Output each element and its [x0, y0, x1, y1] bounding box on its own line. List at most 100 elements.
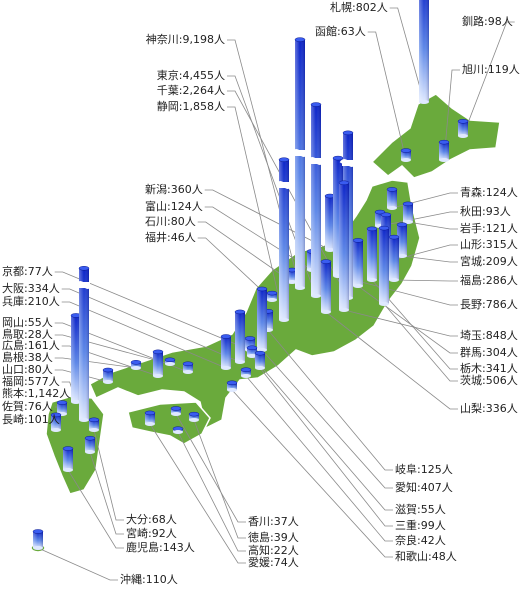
bar-cap: [386, 187, 398, 192]
prefecture-label: 福井:46人: [145, 230, 196, 244]
bar-shade: [227, 382, 237, 390]
leader-line: [367, 31, 407, 161]
bar-base: [389, 278, 399, 282]
prefecture-label: 徳島:39人: [248, 530, 299, 544]
bar-group: [226, 380, 238, 392]
bar-cap: [266, 290, 278, 296]
leader-line: [371, 279, 458, 370]
prefecture-label: 福島:286人: [460, 273, 518, 287]
bar-cap: [152, 349, 164, 355]
leader-line: [54, 334, 171, 365]
bar-shade: [458, 121, 468, 136]
bar-group: [307, 102, 325, 298]
prefecture-label: 佐賀:76人: [2, 399, 53, 413]
leader-line: [389, 7, 425, 103]
bar-base: [171, 412, 181, 416]
prefecture-label: 大分:68人: [126, 512, 177, 526]
bar-base: [183, 370, 193, 374]
bar-group: [400, 148, 412, 162]
bar-shade: [379, 228, 389, 304]
prefecture-label: 愛知:407人: [395, 480, 453, 494]
leader-line: [177, 431, 246, 552]
bar-cap: [62, 446, 74, 451]
shikoku: [127, 401, 211, 445]
prefecture-label: 熊本:1,142人: [2, 386, 70, 400]
leader-line: [443, 69, 460, 161]
prefecture-label: 高知:22人: [248, 543, 299, 557]
bar-shade: [375, 212, 385, 226]
bar-group: [457, 119, 469, 138]
prefecture-label: 岐阜:125人: [395, 463, 453, 476]
bar-base: [295, 286, 305, 290]
bar-cap: [342, 130, 354, 136]
prefecture-label: 滋賀:55人: [395, 503, 446, 516]
bar-base: [458, 134, 468, 138]
leader-line: [67, 469, 124, 549]
bar-shade: [145, 412, 155, 424]
bar-group: [84, 435, 96, 454]
bar-base: [89, 428, 99, 432]
bar-cap: [78, 266, 90, 271]
prefecture-label: 香川:37人: [248, 515, 299, 528]
prefecture-label: 岡山:55人: [2, 316, 53, 329]
prefecture-label: 函館:63人: [315, 25, 366, 38]
bar-shade: [33, 531, 43, 548]
bar-cap: [366, 226, 378, 232]
bar-shade: [387, 189, 397, 208]
prefecture-label: 兵庫:210人: [2, 294, 60, 308]
prefecture-label: 静岡:1,858人: [157, 99, 225, 113]
bar-shade: [367, 228, 377, 280]
bar-shade: [189, 414, 199, 420]
leader-line: [267, 329, 393, 471]
hokkaido: [370, 93, 501, 179]
bar-base: [287, 280, 297, 284]
bar-group: [320, 259, 332, 314]
bar-group: [170, 406, 182, 416]
leader-line: [227, 106, 285, 321]
bar-shade: [401, 150, 411, 160]
bar-shade: [241, 369, 251, 376]
prefecture-label: 広島:161人: [2, 338, 60, 352]
prefecture-label: 茨城:506人: [460, 374, 518, 387]
bar-group: [352, 238, 364, 288]
bar-cap: [130, 360, 142, 365]
bar-base: [221, 366, 231, 370]
leader-line: [197, 221, 293, 283]
bar-shade: [389, 237, 399, 280]
bar-group: [246, 345, 258, 358]
bar-base: [153, 374, 163, 378]
bar-group: [88, 417, 100, 432]
bar-shade: [183, 363, 193, 372]
bar-shade: [321, 261, 331, 312]
kyushu: [45, 395, 105, 495]
leader-line: [93, 429, 124, 521]
bar-cap: [244, 336, 256, 341]
leader-line: [193, 419, 246, 539]
bar-cap: [294, 37, 306, 42]
bar-group: [75, 266, 93, 422]
bar-base: [71, 400, 81, 404]
leader-line: [149, 423, 246, 564]
bar-group: [419, 0, 429, 104]
bar-group: [234, 309, 246, 364]
leader-line: [245, 375, 393, 542]
leader-line: [54, 322, 189, 373]
bar-base: [103, 380, 113, 384]
bar-shade: [353, 240, 363, 286]
bar-group: [254, 350, 266, 370]
bar-base: [85, 450, 95, 454]
bar-group: [286, 267, 298, 284]
bar-shade: [51, 414, 61, 430]
bar-shade: [79, 268, 89, 420]
leader-line: [337, 275, 458, 306]
leader-line: [251, 355, 393, 511]
bar-group: [266, 290, 278, 302]
bar-shade: [247, 347, 257, 356]
bar-cap: [438, 139, 450, 145]
bar-group: [291, 37, 309, 290]
bar-cap: [50, 412, 62, 418]
break-mark: [307, 157, 325, 165]
prefecture-label: 鹿児島:143人: [126, 540, 195, 554]
bar-group: [172, 426, 184, 434]
prefecture-label: 和歌山:48人: [395, 550, 457, 563]
